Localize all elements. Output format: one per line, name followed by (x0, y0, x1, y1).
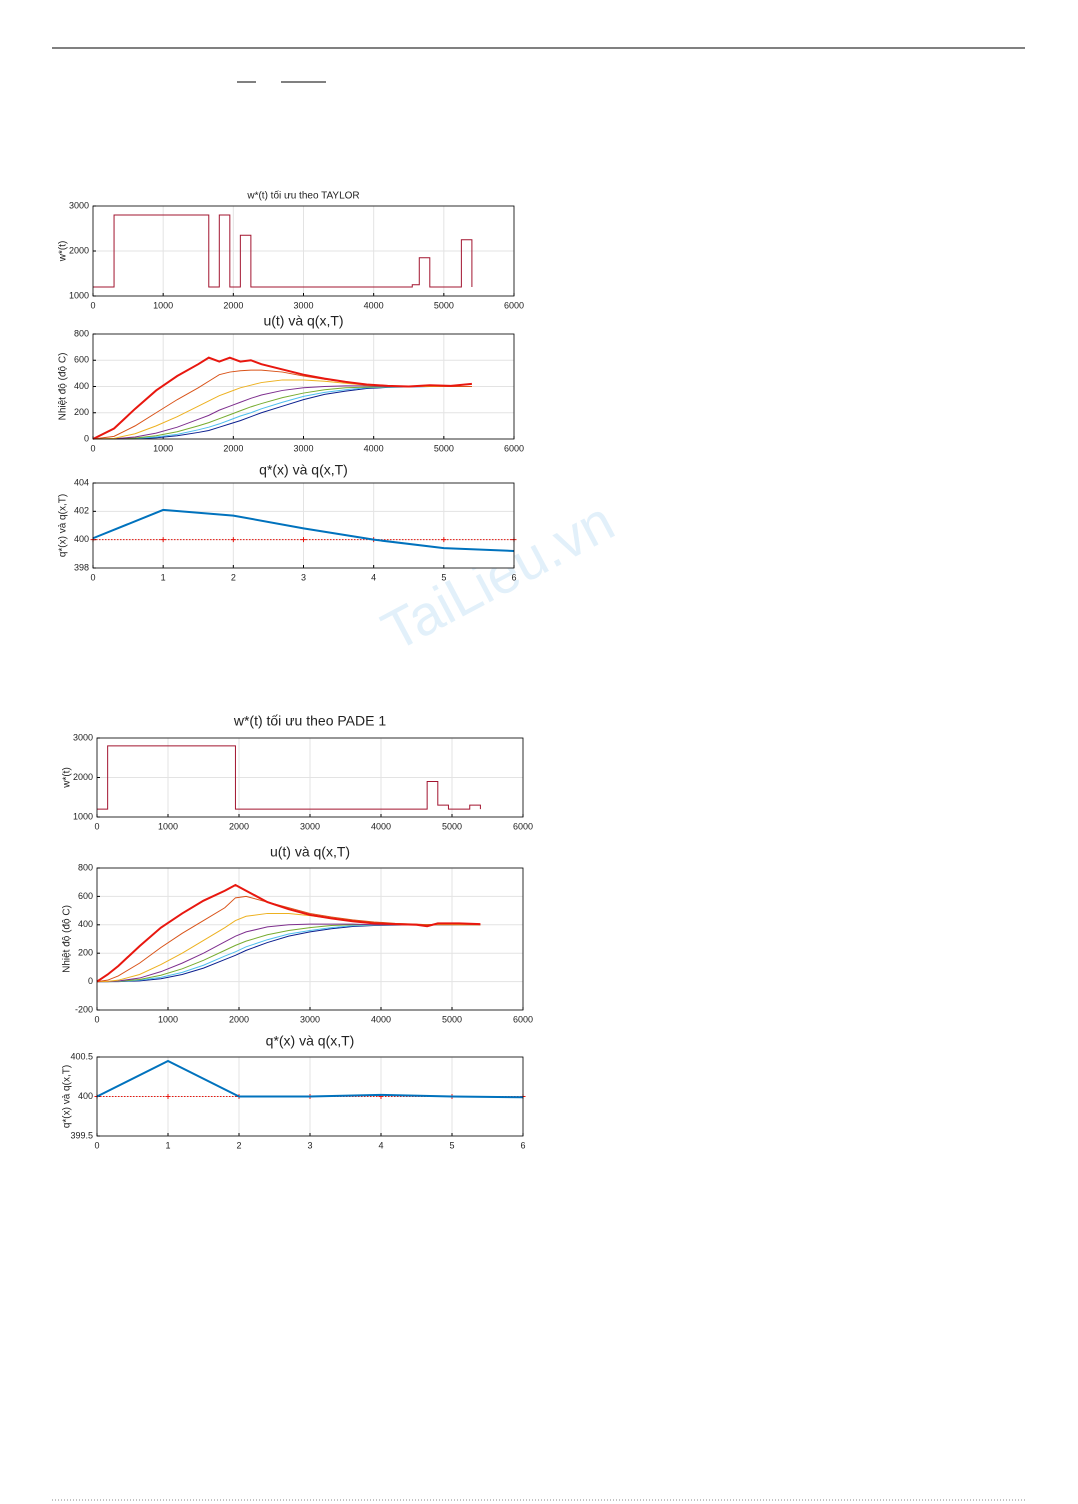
y-tick-label: 600 (78, 891, 93, 901)
x-tick-label: 5000 (434, 443, 454, 453)
x-tick-label: 2000 (229, 821, 249, 831)
x-tick-label: 1000 (153, 443, 173, 453)
chart-title: u(t) và q(x,T) (263, 313, 343, 329)
y-tick-label: 400 (78, 1091, 93, 1101)
x-tick-label: 6 (511, 572, 516, 582)
x-tick-label: 4 (378, 1140, 383, 1150)
x-tick-label: 0 (90, 300, 95, 310)
series-line (93, 214, 473, 288)
x-tick-label: 6000 (504, 300, 524, 310)
series-line (96, 1059, 524, 1099)
y-tick-label: 399.5 (70, 1130, 93, 1140)
point-marker (165, 1094, 171, 1099)
axes-frame (92, 205, 515, 297)
x-tick-label: 4000 (371, 821, 391, 831)
x-tick-label: 6 (520, 1140, 525, 1150)
series-line (97, 745, 481, 810)
y-tick-label: 3000 (73, 732, 93, 742)
y-axis-label: w*(t) (58, 241, 69, 263)
x-tick-label: 3000 (293, 300, 313, 310)
x-tick-label: 1000 (158, 821, 178, 831)
y-tick-label: 1000 (73, 811, 93, 821)
x-tick-label: 0 (94, 1140, 99, 1150)
x-tick-label: 6000 (513, 1014, 533, 1024)
series-line (92, 356, 472, 440)
y-tick-label: 200 (78, 948, 93, 958)
y-tick-label: 800 (74, 328, 89, 338)
y-tick-label: 1000 (69, 290, 89, 300)
x-tick-label: 2000 (223, 443, 243, 453)
x-tick-label: 5 (441, 572, 446, 582)
chart-title: w*(t) tối ưu theo PADE 1 (233, 713, 386, 729)
y-tick-label: 402 (74, 506, 89, 516)
x-tick-label: 6000 (513, 821, 533, 831)
x-tick-label: 4000 (364, 443, 384, 453)
x-tick-label: 4000 (371, 1014, 391, 1024)
x-tick-label: 5000 (442, 821, 462, 831)
point-marker (160, 537, 166, 543)
x-tick-label: 1000 (153, 300, 173, 310)
y-axis-label: q*(x) và q(x,T) (62, 1065, 73, 1128)
chart-title: u(t) và q(x,T) (270, 844, 350, 860)
point-marker (301, 537, 306, 543)
y-tick-label: 0 (84, 433, 89, 443)
axes-frame (92, 482, 515, 569)
y-tick-label: -200 (75, 1004, 93, 1014)
x-tick-label: 3000 (300, 821, 320, 831)
x-tick-label: 0 (90, 572, 95, 582)
y-tick-label: 404 (74, 477, 89, 487)
axes-frame (96, 867, 524, 1011)
x-tick-label: 3 (301, 572, 306, 582)
axes-frame (96, 737, 524, 818)
x-tick-label: 0 (94, 821, 99, 831)
x-tick-label: 0 (94, 1014, 99, 1024)
x-tick-label: 2 (231, 572, 236, 582)
x-tick-label: 3000 (300, 1014, 320, 1024)
axes-frame (96, 1056, 524, 1137)
y-tick-label: 2000 (73, 772, 93, 782)
x-tick-label: 4 (371, 572, 376, 582)
y-axis-label: Nhiệt độ (độ C) (62, 905, 73, 973)
y-axis-label: q*(x) và q(x,T) (58, 494, 69, 557)
x-tick-label: 3000 (293, 443, 313, 453)
x-tick-label: 4000 (364, 300, 384, 310)
x-tick-label: 1 (165, 1140, 170, 1150)
series-line (92, 508, 515, 552)
point-marker (441, 537, 447, 543)
x-tick-label: 2000 (229, 1014, 249, 1024)
x-tick-label: 6000 (504, 443, 524, 453)
y-tick-label: 2000 (69, 245, 89, 255)
y-tick-label: 3000 (69, 200, 89, 210)
y-tick-label: 400 (74, 381, 89, 391)
x-tick-label: 1000 (158, 1014, 178, 1024)
y-tick-label: 600 (74, 355, 89, 365)
x-tick-label: 5000 (442, 1014, 462, 1024)
x-tick-label: 2000 (223, 300, 243, 310)
x-tick-label: 5 (449, 1140, 454, 1150)
y-tick-label: 200 (74, 407, 89, 417)
chart-title: q*(x) và q(x,T) (266, 1033, 355, 1049)
y-tick-label: 0 (88, 976, 93, 986)
y-tick-label: 398 (74, 562, 89, 572)
x-tick-label: 1 (161, 572, 166, 582)
series-line (96, 883, 481, 983)
y-axis-label: Nhiệt độ (độ C) (58, 353, 69, 421)
y-axis-label: w*(t) (62, 767, 73, 789)
chart-title: w*(t) tối ưu theo TAYLOR (246, 190, 359, 202)
x-tick-label: 5000 (434, 300, 454, 310)
x-tick-label: 3 (307, 1140, 312, 1150)
x-tick-label: 0 (90, 443, 95, 453)
point-marker (230, 537, 236, 543)
y-tick-label: 400.5 (70, 1051, 93, 1061)
y-tick-label: 400 (78, 919, 93, 929)
x-tick-label: 2 (236, 1140, 241, 1150)
axes-frame (92, 333, 515, 440)
y-tick-label: 400 (74, 534, 89, 544)
chart-title: q*(x) và q(x,T) (259, 462, 348, 478)
y-tick-label: 800 (78, 862, 93, 872)
